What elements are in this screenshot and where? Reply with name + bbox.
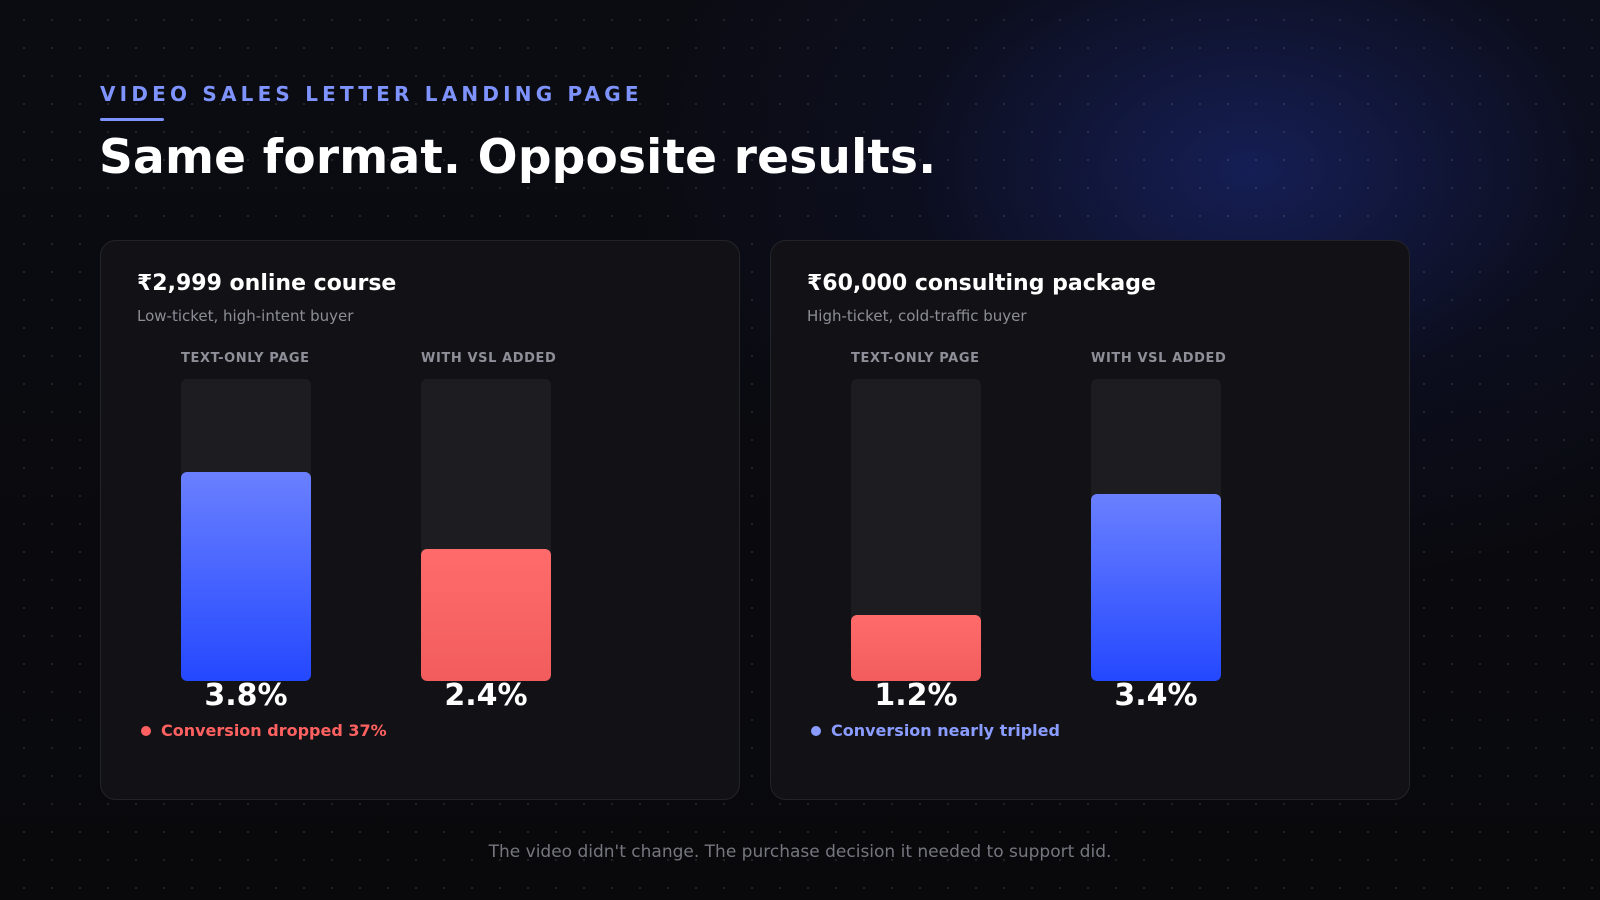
result-note-text: Conversion nearly tripled (831, 721, 1060, 740)
bar-value-label: 3.8% (204, 678, 288, 713)
card-subtitle: High-ticket, cold-traffic buyer (807, 307, 1027, 325)
bar-column-with-vsl: WITH VSL ADDED 3.4% (1091, 351, 1291, 713)
card-subtitle: Low-ticket, high-intent buyer (137, 307, 354, 325)
bar-track (1091, 379, 1221, 681)
bar-value-label: 3.4% (1114, 678, 1198, 713)
bar-column-text-only: TEXT-ONLY PAGE 1.2% (851, 351, 1051, 713)
bar-value-label: 1.2% (874, 678, 958, 713)
bar-column-text-only: TEXT-ONLY PAGE 3.8% (181, 351, 381, 713)
bar-category-label: WITH VSL ADDED (1091, 351, 1227, 366)
bar-track (851, 379, 981, 681)
comparison-card-consulting-package: ₹60,000 consulting package High-ticket, … (770, 240, 1410, 800)
bar-value-label: 2.4% (444, 678, 528, 713)
bar-category-label: TEXT-ONLY PAGE (181, 351, 310, 366)
bar-track (181, 379, 311, 681)
bar-column-with-vsl: WITH VSL ADDED 2.4% (421, 351, 621, 713)
card-title: ₹60,000 consulting package (807, 271, 1156, 296)
page-title: Same format. Opposite results. (99, 130, 937, 185)
bar-category-label: WITH VSL ADDED (421, 351, 557, 366)
bar-category-label: TEXT-ONLY PAGE (851, 351, 980, 366)
result-note: Conversion nearly tripled (811, 721, 1060, 740)
bar (181, 472, 311, 681)
status-dot-icon (141, 725, 151, 736)
eyebrow-label: VIDEO SALES LETTER LANDING PAGE (100, 82, 643, 106)
result-note-text: Conversion dropped 37% (161, 721, 387, 740)
bar-track (421, 379, 551, 681)
bar (1091, 494, 1221, 681)
card-title: ₹2,999 online course (137, 271, 397, 296)
status-dot-icon (811, 725, 821, 736)
footer-caption: The video didn't change. The purchase de… (488, 842, 1112, 862)
result-note: Conversion dropped 37% (141, 721, 387, 740)
bar (851, 615, 981, 681)
bar (421, 549, 551, 681)
comparison-card-online-course: ₹2,999 online course Low-ticket, high-in… (100, 240, 740, 800)
eyebrow-underline (100, 118, 164, 121)
